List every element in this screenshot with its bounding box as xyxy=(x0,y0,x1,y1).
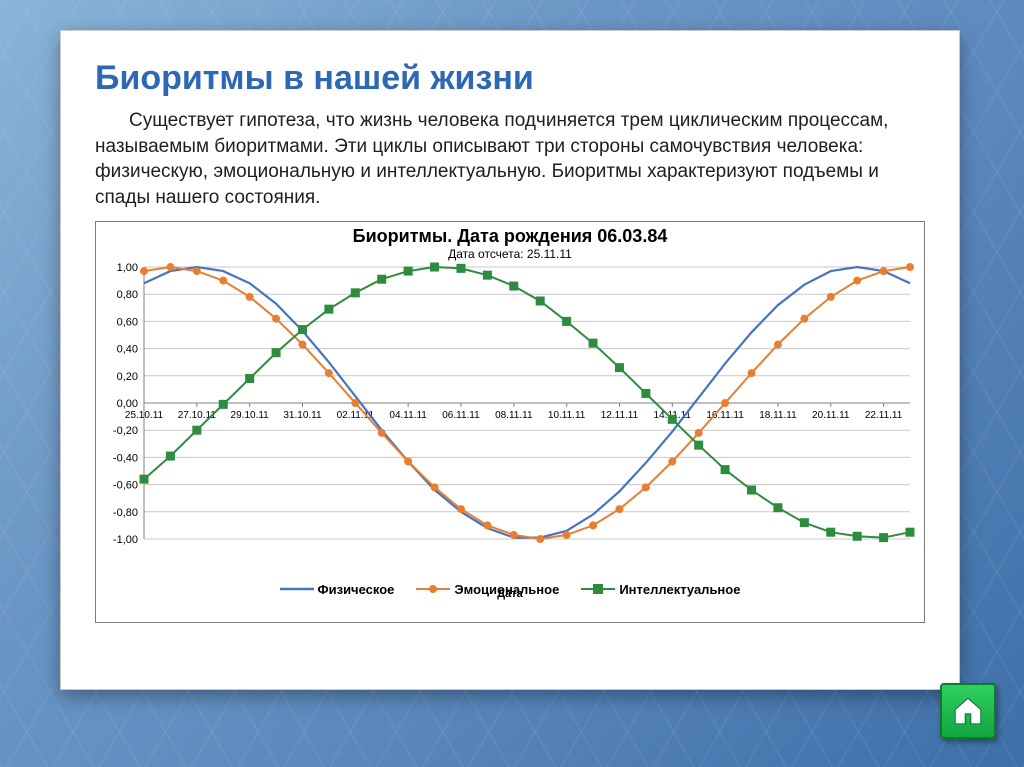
biorhythm-chart: Биоритмы. Дата рождения 06.03.84 Дата от… xyxy=(95,221,925,623)
svg-text:16.11.11: 16.11.11 xyxy=(706,410,744,421)
svg-text:0,00: 0,00 xyxy=(117,398,138,410)
svg-text:22.11.11: 22.11.11 xyxy=(865,410,903,421)
home-icon xyxy=(951,694,985,728)
chart-subtitle: Дата отсчета: 25.11.11 xyxy=(96,247,924,261)
svg-text:29.10.11: 29.10.11 xyxy=(231,410,270,421)
svg-text:12.11.11: 12.11.11 xyxy=(601,410,639,421)
svg-text:-0,80: -0,80 xyxy=(113,506,138,518)
svg-text:06.11.11: 06.11.11 xyxy=(442,410,480,421)
svg-text:-0,40: -0,40 xyxy=(113,452,138,464)
chart-title: Биоритмы. Дата рождения 06.03.84 xyxy=(96,226,924,247)
home-button[interactable] xyxy=(940,683,996,739)
svg-text:31.10.11: 31.10.11 xyxy=(283,410,322,421)
svg-text:20.11.11: 20.11.11 xyxy=(812,410,850,421)
svg-text:1,00: 1,00 xyxy=(117,262,138,274)
svg-text:0,60: 0,60 xyxy=(117,316,138,328)
x-axis-label: Дата xyxy=(96,588,924,600)
svg-text:08.11.11: 08.11.11 xyxy=(495,410,533,421)
svg-text:25.10.11: 25.10.11 xyxy=(125,410,164,421)
svg-text:0,20: 0,20 xyxy=(117,370,138,382)
svg-text:-0,20: -0,20 xyxy=(113,425,138,437)
svg-text:-1,00: -1,00 xyxy=(113,534,138,546)
page-title: Биоритмы в нашей жизни xyxy=(95,59,925,98)
svg-text:0,40: 0,40 xyxy=(117,343,138,355)
svg-text:0,80: 0,80 xyxy=(117,289,138,301)
svg-text:10.11.11: 10.11.11 xyxy=(548,410,586,421)
chart-canvas: -1,00 -0,80 -0,60 -0,40 -0,20 0,00 0,20 0,40 0,6… xyxy=(96,261,926,581)
intro-paragraph: Существует гипотеза, что жизнь человека … xyxy=(95,108,925,211)
svg-text:04.11.11: 04.11.11 xyxy=(389,410,427,421)
slide-card: Биоритмы в нашей жизни Существует гипоте… xyxy=(60,30,960,690)
svg-text:-0,60: -0,60 xyxy=(113,479,138,491)
svg-text:18.11.11: 18.11.11 xyxy=(759,410,797,421)
